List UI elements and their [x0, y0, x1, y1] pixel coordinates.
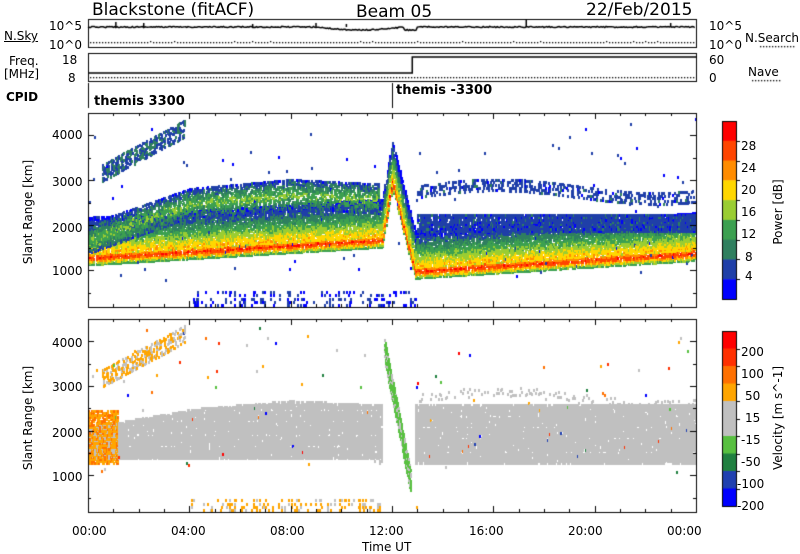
power-ytick-4000: 4000 [52, 128, 83, 142]
freq-tick-high: 18 [62, 53, 78, 67]
date-title: 22/Feb/2015 [586, 0, 693, 20]
nsky-label: N.Sky [4, 29, 39, 43]
vel-cb-tick-100: 100 [741, 367, 764, 381]
xtick-1600: 16:00 [469, 524, 504, 538]
power-cb-tick-8: 8 [745, 250, 753, 264]
vel-cb-tick-m15: -15 [741, 433, 761, 447]
xtick-2400: 00:00 [667, 524, 702, 538]
vel-cb-tick-200: 200 [741, 345, 764, 359]
nave-tick-high: 60 [709, 53, 725, 67]
vel-ytick-4000: 4000 [52, 336, 83, 350]
xtick-0800: 08:00 [270, 524, 305, 538]
vel-cb-tick-m200: -200 [737, 499, 765, 513]
power-cb-tick-28: 28 [741, 139, 757, 153]
power-colorbar-label: Power [dB] [771, 179, 785, 245]
power-cb-tick-12: 12 [741, 227, 757, 241]
xtick-0000: 00:00 [72, 524, 107, 538]
cpid-label: CPID [6, 90, 39, 104]
vel-cb-tick-m50: -50 [741, 455, 761, 469]
velocity-colorbar-label: Velocity [m s^-1] [771, 365, 785, 471]
xtick-1200: 12:00 [369, 524, 404, 538]
xlabel: Time UT [362, 540, 412, 554]
freq-label: Freq. [9, 54, 39, 68]
power-ylabel: Slant Range [km] [21, 159, 35, 265]
vel-ytick-1000: 1000 [52, 470, 83, 484]
power-cb-tick-4: 4 [745, 269, 753, 283]
power-cb-tick-20: 20 [741, 183, 757, 197]
nsearch-tick-high: 10^5 [709, 19, 742, 33]
nave-label: Nave [748, 65, 779, 79]
vel-cb-tick-15: 15 [745, 411, 761, 425]
vel-cb-tick-50: 50 [745, 389, 761, 403]
power-cb-tick-24: 24 [741, 161, 757, 175]
cpid-segment-1: themis 3300 [94, 94, 185, 109]
beam-title: Beam 05 [356, 2, 433, 22]
vel-ytick-2000: 2000 [52, 426, 83, 440]
velocity-ylabel: Slant Range [km] [21, 365, 35, 471]
power-ytick-1000: 1000 [52, 264, 83, 278]
xtick-0400: 04:00 [171, 524, 206, 538]
cpid-segment-2: themis -3300 [396, 83, 493, 98]
station-title: Blackstone (fitACF) [92, 0, 255, 20]
power-ytick-3000: 3000 [52, 175, 83, 189]
nsearch-tick-low: 10^0 [709, 38, 742, 52]
nsearch-label: N.Search [745, 31, 800, 45]
xtick-2000: 20:00 [568, 524, 603, 538]
nsky-tick-high: 10^5 [49, 19, 82, 33]
nave-tick-low: 0 [709, 71, 717, 85]
vel-cb-tick-m100: -100 [737, 477, 765, 491]
nsky-tick-low: 10^0 [49, 38, 82, 52]
freq-unit-label: [MHz] [4, 67, 40, 81]
freq-tick-low: 8 [68, 71, 76, 85]
power-cb-tick-16: 16 [741, 205, 757, 219]
power-ytick-2000: 2000 [52, 221, 83, 235]
vel-ytick-3000: 3000 [52, 380, 83, 394]
